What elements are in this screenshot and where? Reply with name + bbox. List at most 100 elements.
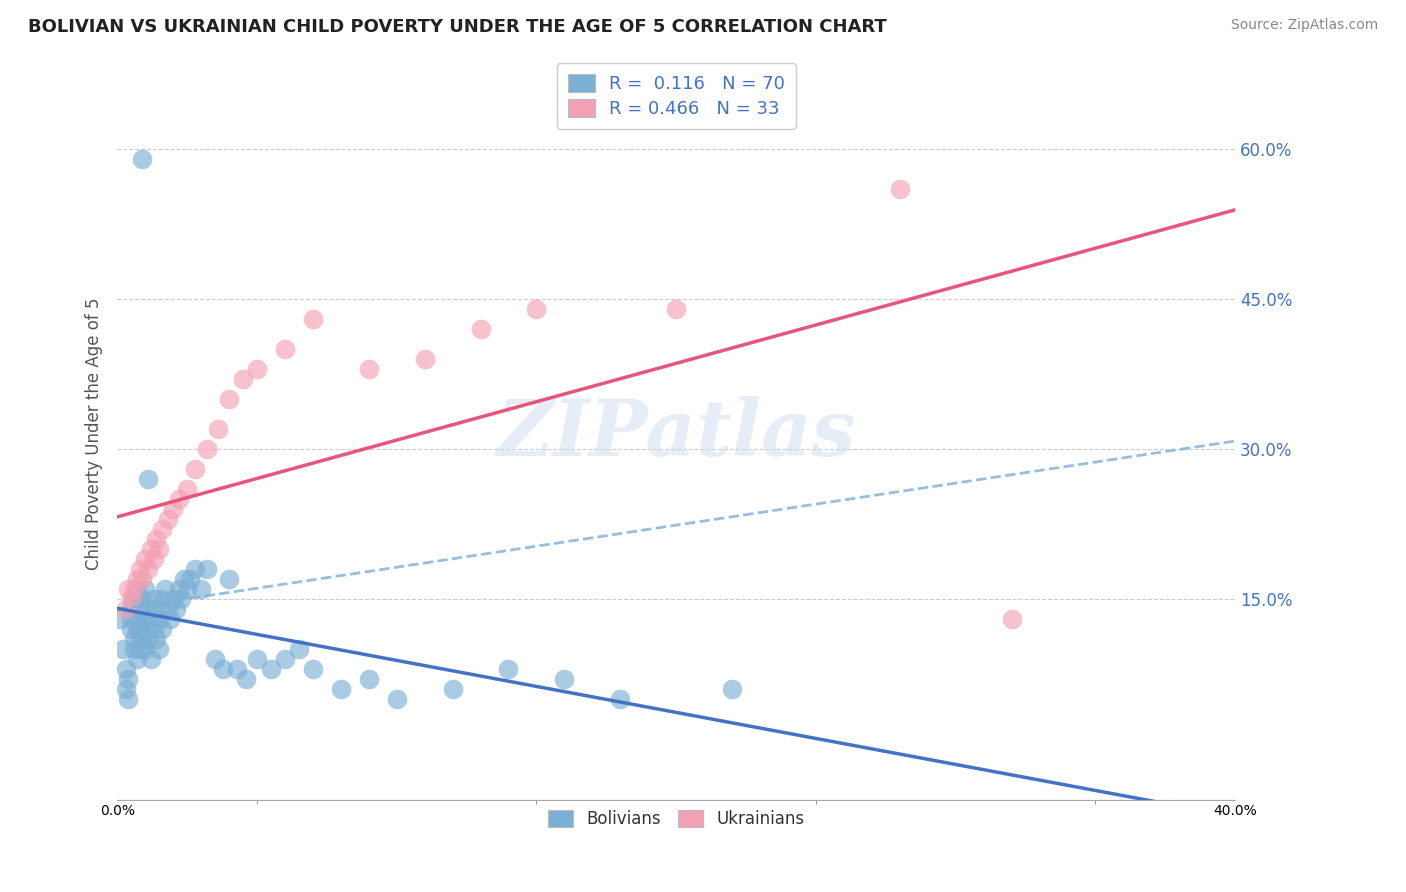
Point bbox=[114, 662, 136, 676]
Point bbox=[170, 592, 193, 607]
Point bbox=[142, 622, 165, 636]
Point bbox=[150, 622, 173, 636]
Point bbox=[136, 632, 159, 647]
Point bbox=[114, 682, 136, 697]
Point bbox=[122, 642, 145, 657]
Point bbox=[441, 682, 464, 697]
Point bbox=[167, 582, 190, 597]
Point bbox=[150, 592, 173, 607]
Point bbox=[131, 632, 153, 647]
Point bbox=[125, 582, 148, 597]
Point bbox=[117, 582, 139, 597]
Point bbox=[165, 602, 187, 616]
Point bbox=[246, 362, 269, 376]
Point bbox=[131, 592, 153, 607]
Point bbox=[136, 602, 159, 616]
Point bbox=[139, 612, 162, 626]
Point bbox=[176, 482, 198, 496]
Point bbox=[246, 652, 269, 666]
Point bbox=[150, 522, 173, 536]
Point bbox=[162, 502, 184, 516]
Point bbox=[235, 673, 257, 687]
Point bbox=[120, 592, 142, 607]
Point bbox=[665, 301, 688, 316]
Point bbox=[117, 692, 139, 706]
Point bbox=[195, 442, 218, 456]
Point bbox=[120, 602, 142, 616]
Point bbox=[204, 652, 226, 666]
Point bbox=[111, 642, 134, 657]
Point bbox=[526, 301, 548, 316]
Point bbox=[232, 372, 254, 386]
Point bbox=[288, 642, 311, 657]
Point bbox=[218, 392, 240, 406]
Point bbox=[167, 492, 190, 507]
Text: BOLIVIAN VS UKRAINIAN CHILD POVERTY UNDER THE AGE OF 5 CORRELATION CHART: BOLIVIAN VS UKRAINIAN CHILD POVERTY UNDE… bbox=[28, 18, 887, 36]
Legend: Bolivians, Ukrainians: Bolivians, Ukrainians bbox=[541, 804, 811, 835]
Point bbox=[125, 612, 148, 626]
Text: Source: ZipAtlas.com: Source: ZipAtlas.com bbox=[1230, 18, 1378, 32]
Point bbox=[357, 362, 380, 376]
Point bbox=[153, 582, 176, 597]
Point bbox=[136, 472, 159, 486]
Point bbox=[148, 642, 170, 657]
Point bbox=[125, 652, 148, 666]
Point bbox=[156, 512, 179, 526]
Point bbox=[260, 662, 283, 676]
Point bbox=[218, 572, 240, 586]
Point bbox=[207, 422, 229, 436]
Point bbox=[145, 532, 167, 546]
Text: ZIPatlas: ZIPatlas bbox=[496, 396, 856, 472]
Point bbox=[498, 662, 520, 676]
Point bbox=[128, 602, 150, 616]
Point bbox=[162, 592, 184, 607]
Point bbox=[136, 562, 159, 576]
Point bbox=[190, 582, 212, 597]
Point bbox=[212, 662, 235, 676]
Point bbox=[721, 682, 744, 697]
Point bbox=[128, 622, 150, 636]
Point bbox=[274, 652, 297, 666]
Point bbox=[122, 592, 145, 607]
Point bbox=[470, 322, 492, 336]
Point bbox=[889, 182, 911, 196]
Point bbox=[385, 692, 408, 706]
Point bbox=[184, 562, 207, 576]
Point bbox=[134, 612, 156, 626]
Point bbox=[139, 652, 162, 666]
Point bbox=[120, 612, 142, 626]
Point bbox=[553, 673, 575, 687]
Point bbox=[131, 152, 153, 166]
Point bbox=[114, 602, 136, 616]
Point bbox=[159, 612, 181, 626]
Point bbox=[134, 642, 156, 657]
Point bbox=[125, 572, 148, 586]
Point bbox=[131, 572, 153, 586]
Point bbox=[139, 542, 162, 557]
Point bbox=[122, 632, 145, 647]
Point bbox=[413, 351, 436, 366]
Point bbox=[117, 673, 139, 687]
Point bbox=[1000, 612, 1022, 626]
Point bbox=[357, 673, 380, 687]
Point bbox=[176, 582, 198, 597]
Y-axis label: Child Poverty Under the Age of 5: Child Poverty Under the Age of 5 bbox=[86, 298, 103, 570]
Point bbox=[156, 602, 179, 616]
Point bbox=[134, 552, 156, 566]
Point bbox=[184, 462, 207, 476]
Point bbox=[302, 662, 325, 676]
Point bbox=[173, 572, 195, 586]
Point bbox=[179, 572, 201, 586]
Point bbox=[131, 622, 153, 636]
Point bbox=[274, 342, 297, 356]
Point bbox=[148, 542, 170, 557]
Point bbox=[120, 622, 142, 636]
Point bbox=[148, 612, 170, 626]
Point bbox=[128, 562, 150, 576]
Point bbox=[145, 602, 167, 616]
Point bbox=[195, 562, 218, 576]
Point bbox=[128, 642, 150, 657]
Point bbox=[226, 662, 249, 676]
Point bbox=[302, 311, 325, 326]
Point bbox=[125, 622, 148, 636]
